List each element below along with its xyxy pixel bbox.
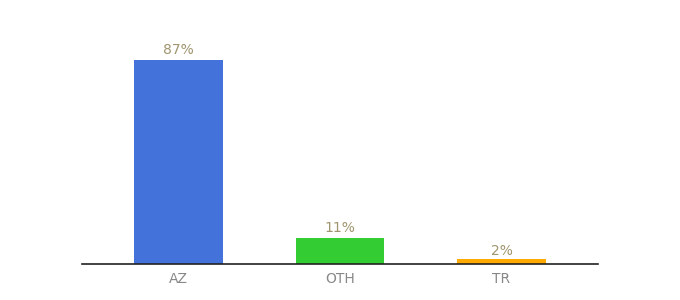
Text: 2%: 2% [490,244,513,258]
Bar [134,60,223,264]
Text: 11%: 11% [324,221,356,235]
Bar [457,259,546,264]
Text: 87%: 87% [163,43,194,57]
Bar [296,238,384,264]
